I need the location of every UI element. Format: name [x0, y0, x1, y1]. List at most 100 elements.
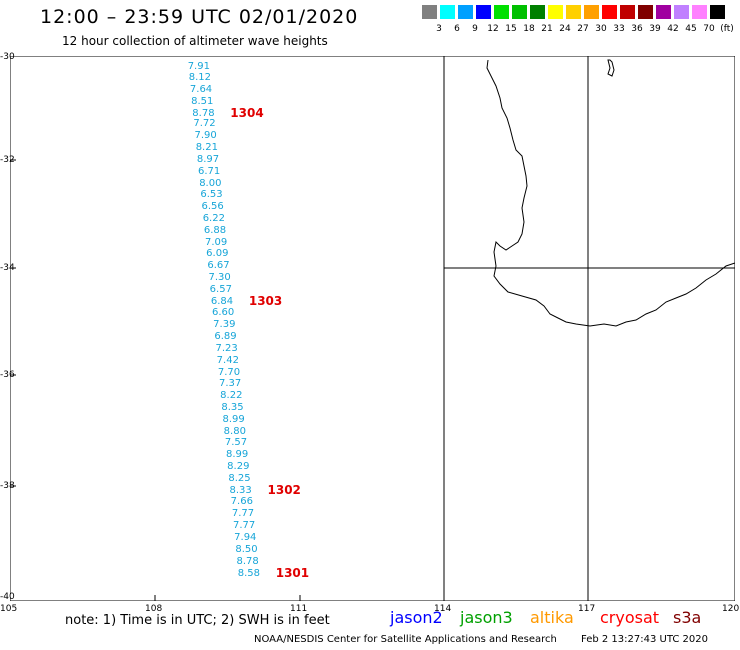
- wave-height-value: 6.22: [202, 212, 225, 224]
- legend-label: 36: [631, 24, 643, 34]
- wave-height-value: 7.64: [189, 83, 213, 95]
- wave-height-value: 7.09: [205, 236, 228, 248]
- wave-height-value: 6.56: [201, 201, 224, 213]
- map-frame: [10, 56, 735, 601]
- legend-swatch: [458, 5, 473, 19]
- timestamp-text: Feb 2 13:27:43 UTC 2020: [581, 634, 708, 645]
- pass-number-label: 1304: [230, 105, 264, 120]
- legend-label: 39: [649, 24, 661, 34]
- legend-swatch: [656, 5, 671, 19]
- sat-legend-cryosat: cryosat: [600, 608, 660, 627]
- wave-height-value: 7.57: [224, 437, 248, 449]
- wave-height-value: 7.66: [230, 496, 253, 508]
- wave-height-value: 8.21: [195, 142, 218, 154]
- legend-label: 15: [505, 24, 517, 34]
- legend-swatch: [566, 5, 581, 19]
- lat-label: -40: [0, 592, 15, 602]
- legend-swatch: [584, 5, 599, 19]
- legend-label: 21: [541, 24, 553, 34]
- wave-height-value: 8.22: [220, 390, 243, 402]
- wave-height-value: 6.57: [209, 283, 232, 295]
- wave-height-value: 8.25: [228, 472, 251, 484]
- island-coastline: [607, 59, 615, 77]
- wave-height-value: 8.35: [221, 401, 244, 413]
- credit-text: NOAA/NESDIS Center for Satellite Applica…: [254, 634, 557, 645]
- legend-label: (ft): [720, 24, 734, 34]
- wave-height-value: 6.09: [206, 248, 229, 260]
- map-canvas: [10, 56, 735, 601]
- wave-height-value: 8.29: [227, 461, 250, 473]
- wave-height-value: 8.78: [192, 107, 215, 119]
- wave-height-value: 8.78: [236, 555, 259, 567]
- pass-number-label: 1302: [267, 482, 301, 497]
- wave-height-value: 6.71: [198, 165, 221, 177]
- lat-label: -36: [0, 370, 15, 380]
- wave-height-value: 7.94: [234, 531, 257, 543]
- wave-height-value: 7.42: [216, 354, 239, 366]
- map-subtitle: 12 hour collection of altimeter wave hei…: [62, 34, 328, 48]
- legend-swatch: [476, 5, 491, 19]
- legend-label: 18: [523, 24, 535, 34]
- sat-legend-altika: altika: [530, 608, 574, 627]
- lat-label: -30: [0, 52, 15, 62]
- sat-legend-jason2: jason2: [390, 608, 443, 627]
- sat-legend-jason3: jason3: [460, 608, 513, 627]
- legend-swatch: [494, 5, 509, 19]
- wave-height-value: 8.51: [191, 95, 214, 107]
- wave-height-value: 8.33: [229, 484, 252, 496]
- wave-height-value: 8.12: [188, 71, 211, 83]
- legend-swatch: [548, 5, 563, 19]
- lon-label: 120: [722, 604, 740, 614]
- wave-height-value: 7.77: [231, 508, 255, 520]
- legend-label: 45: [685, 24, 697, 34]
- wave-height-value: 6.88: [203, 224, 227, 236]
- legend-swatch: [692, 5, 707, 19]
- wave-height-value: 8.97: [196, 153, 220, 165]
- lat-label: -38: [0, 481, 15, 491]
- meridian-lines: [443, 56, 735, 601]
- wave-height-value: 7.39: [213, 319, 236, 331]
- legend-swatch: [674, 5, 689, 19]
- lon-label: 105: [0, 604, 18, 614]
- wave-height-value: 7.72: [193, 118, 216, 130]
- legend-swatch: [440, 5, 455, 19]
- lon-label: 111: [290, 604, 308, 614]
- legend-swatch: [620, 5, 635, 19]
- legend-label: 27: [577, 24, 589, 34]
- sat-legend-s3a: s3a: [673, 608, 702, 627]
- wave-height-color-legend: 3 6 9 12 15 18 21 24 27 30 33 36 39 42 45 70 (ft): [422, 5, 734, 35]
- wave-height-value: 7.70: [217, 366, 241, 378]
- graticule-ticks: [10, 159, 589, 601]
- wave-height-value: 8.50: [235, 543, 258, 555]
- wave-height-value: 7.30: [208, 272, 231, 284]
- legend-swatch: [602, 5, 617, 19]
- wave-height-value: 6.53: [200, 189, 223, 201]
- lat-label: -34: [0, 263, 15, 273]
- note-text: note: 1) Time is in UTC; 2) SWH is in fe…: [65, 613, 330, 628]
- wave-height-value: 7.77: [233, 520, 256, 532]
- legend-swatch: [638, 5, 653, 19]
- legend-label: 9: [472, 24, 478, 34]
- wave-height-value: 8.99: [226, 449, 249, 461]
- wave-height-value: 6.67: [207, 260, 230, 272]
- pass-number-label: 1301: [275, 565, 310, 580]
- wave-height-value: 7.37: [219, 378, 242, 390]
- pass-number-label: 1303: [248, 293, 283, 308]
- legend-swatch: [530, 5, 545, 19]
- legend-label: 42: [667, 24, 679, 34]
- wave-height-value: 8.99: [222, 413, 245, 425]
- australia-coastline: [486, 59, 735, 327]
- legend-label: 3: [436, 24, 442, 34]
- wave-height-value: 6.60: [212, 307, 235, 319]
- wave-height-value: 7.90: [194, 130, 217, 142]
- wave-height-value: 6.89: [214, 331, 237, 343]
- map-title: 12:00 – 23:59 UTC 02/01/2020: [40, 6, 359, 28]
- legend-swatch: [512, 5, 527, 19]
- lon-label: 108: [145, 604, 163, 614]
- lon-label: 117: [578, 604, 596, 614]
- legend-label: 12: [487, 24, 499, 34]
- lon-label: 114: [434, 604, 452, 614]
- wave-height-value: 6.84: [210, 295, 234, 307]
- wave-height-value: 8.00: [199, 177, 222, 189]
- wave-height-value: 8.58: [237, 567, 260, 579]
